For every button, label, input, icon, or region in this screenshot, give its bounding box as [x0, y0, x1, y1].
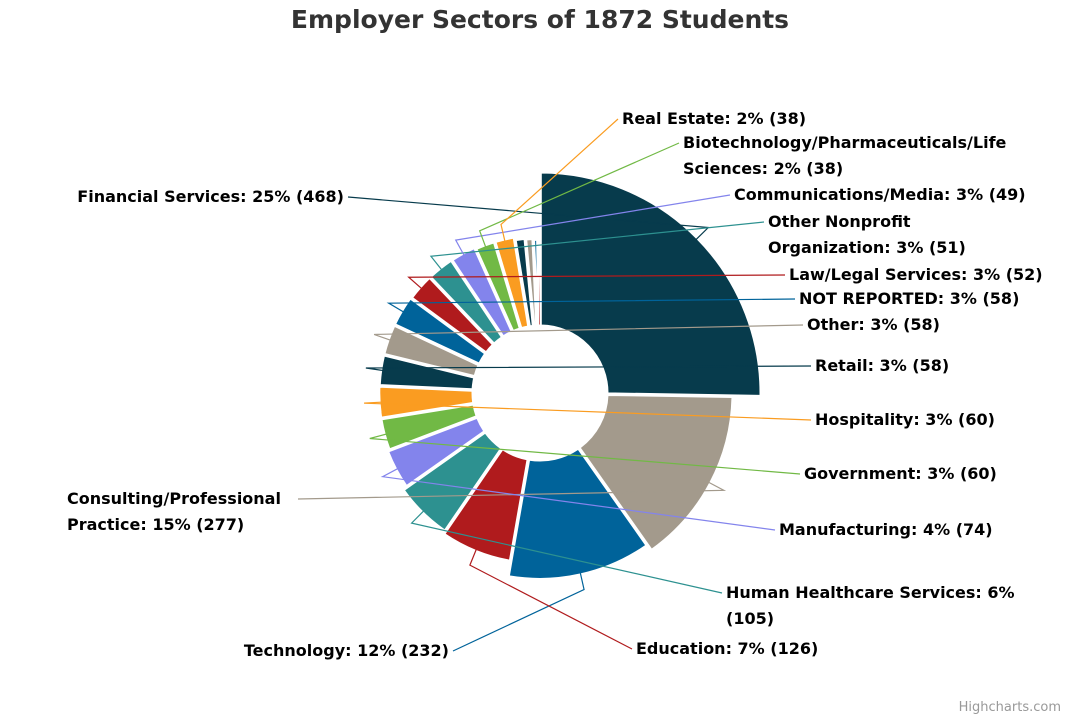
label-law-legal-services: Law/Legal Services: 3% (52): [789, 265, 1043, 284]
label-manufacturing: Manufacturing: 4% (74): [779, 520, 993, 539]
connector-not-reported: [386, 298, 796, 313]
label-line-2: (105): [726, 609, 774, 628]
connector-human-healthcare-services: [410, 510, 723, 594]
connector-hospitality: [364, 401, 812, 421]
label-technology: Technology: 12% (232): [244, 641, 449, 660]
slice-not-reported[interactable]: [395, 298, 485, 364]
label-hospitality: Hospitality: 3% (60): [815, 410, 995, 429]
label-line-1: Human Healthcare Services: 6%: [726, 583, 1015, 602]
label-line-2: Practice: 15% (277): [67, 515, 244, 534]
label-line-1: Biotechnology/Pharmaceuticals/Life: [683, 133, 1007, 152]
connector-technology: [452, 572, 585, 652]
slice-hospitality[interactable]: [379, 386, 474, 418]
connector-retail: [365, 365, 812, 372]
slice-manufacturing[interactable]: [388, 417, 485, 486]
label-line-2: Organization: 3% (51): [768, 238, 966, 257]
slice-law-legal-services[interactable]: [412, 278, 493, 353]
label-connectors: [297, 118, 812, 652]
label-retail: Retail: 3% (58): [815, 356, 949, 375]
label-government: Government: 3% (60): [804, 464, 997, 483]
label-human-healthcare-services: Human Healthcare Services: 6% (105): [726, 583, 1015, 628]
label-education: Education: 7% (126): [636, 639, 818, 658]
slice-unlabeled-19[interactable]: [538, 240, 541, 326]
connector-education: [469, 549, 633, 650]
label-line-1: Other Nonprofit: [768, 212, 911, 231]
label-not-reported: NOT REPORTED: 3% (58): [799, 289, 1019, 308]
slice-financial-services[interactable]: [540, 172, 761, 396]
label-other-nonprofit-organization: Other Nonprofit Organization: 3% (51): [768, 212, 966, 257]
slice-unlabeled-17[interactable]: [526, 239, 537, 326]
slice-biotechnology-pharmaceuticals-life-sciences[interactable]: [476, 242, 520, 331]
connector-manufacturing: [380, 468, 776, 531]
label-line-1: Consulting/Professional: [67, 489, 281, 508]
slice-technology[interactable]: [508, 448, 647, 579]
chart-title: Employer Sectors of 1872 Students: [291, 5, 789, 34]
slice-consulting-professional-practice[interactable]: [579, 394, 733, 550]
label-line-2: Sciences: 2% (38): [683, 159, 843, 178]
connector-law-legal-services: [407, 274, 786, 289]
connector-real-estate: [500, 118, 619, 242]
label-consulting-professional-practice: Consulting/Professional Practice: 15% (27…: [67, 489, 281, 534]
connector-other: [373, 324, 804, 341]
label-communications-media: Communications/Media: 3% (49): [734, 185, 1026, 204]
connector-other-nonprofit-organization: [429, 221, 765, 270]
label-real-estate: Real Estate: 2% (38): [622, 109, 806, 128]
connector-communications-media: [454, 194, 731, 256]
donut-slices: [379, 172, 761, 579]
slice-human-healthcare-services[interactable]: [403, 432, 502, 531]
slice-real-estate[interactable]: [495, 237, 529, 329]
slice-retail[interactable]: [379, 355, 475, 390]
slice-government[interactable]: [381, 404, 477, 450]
connector-consulting-professional-practice: [297, 481, 727, 500]
label-other: Other: 3% (58): [807, 315, 940, 334]
slice-unlabeled-16[interactable]: [515, 238, 533, 327]
slice-other[interactable]: [384, 325, 479, 377]
highcharts-credits-link[interactable]: Highcharts.com: [959, 700, 1061, 715]
slice-education[interactable]: [444, 449, 528, 561]
connector-biotechnology-pharmaceuticals-life-sciences: [478, 142, 680, 248]
slice-labels: Financial Services: 25% (468) Consulting/…: [67, 109, 1043, 660]
label-biotechnology-pharmaceuticals-life-sciences: Biotechnology/Pharmaceuticals/Life Scienc…: [683, 133, 1007, 178]
connector-government: [369, 433, 801, 475]
label-financial-services: Financial Services: 25% (468): [77, 187, 344, 206]
